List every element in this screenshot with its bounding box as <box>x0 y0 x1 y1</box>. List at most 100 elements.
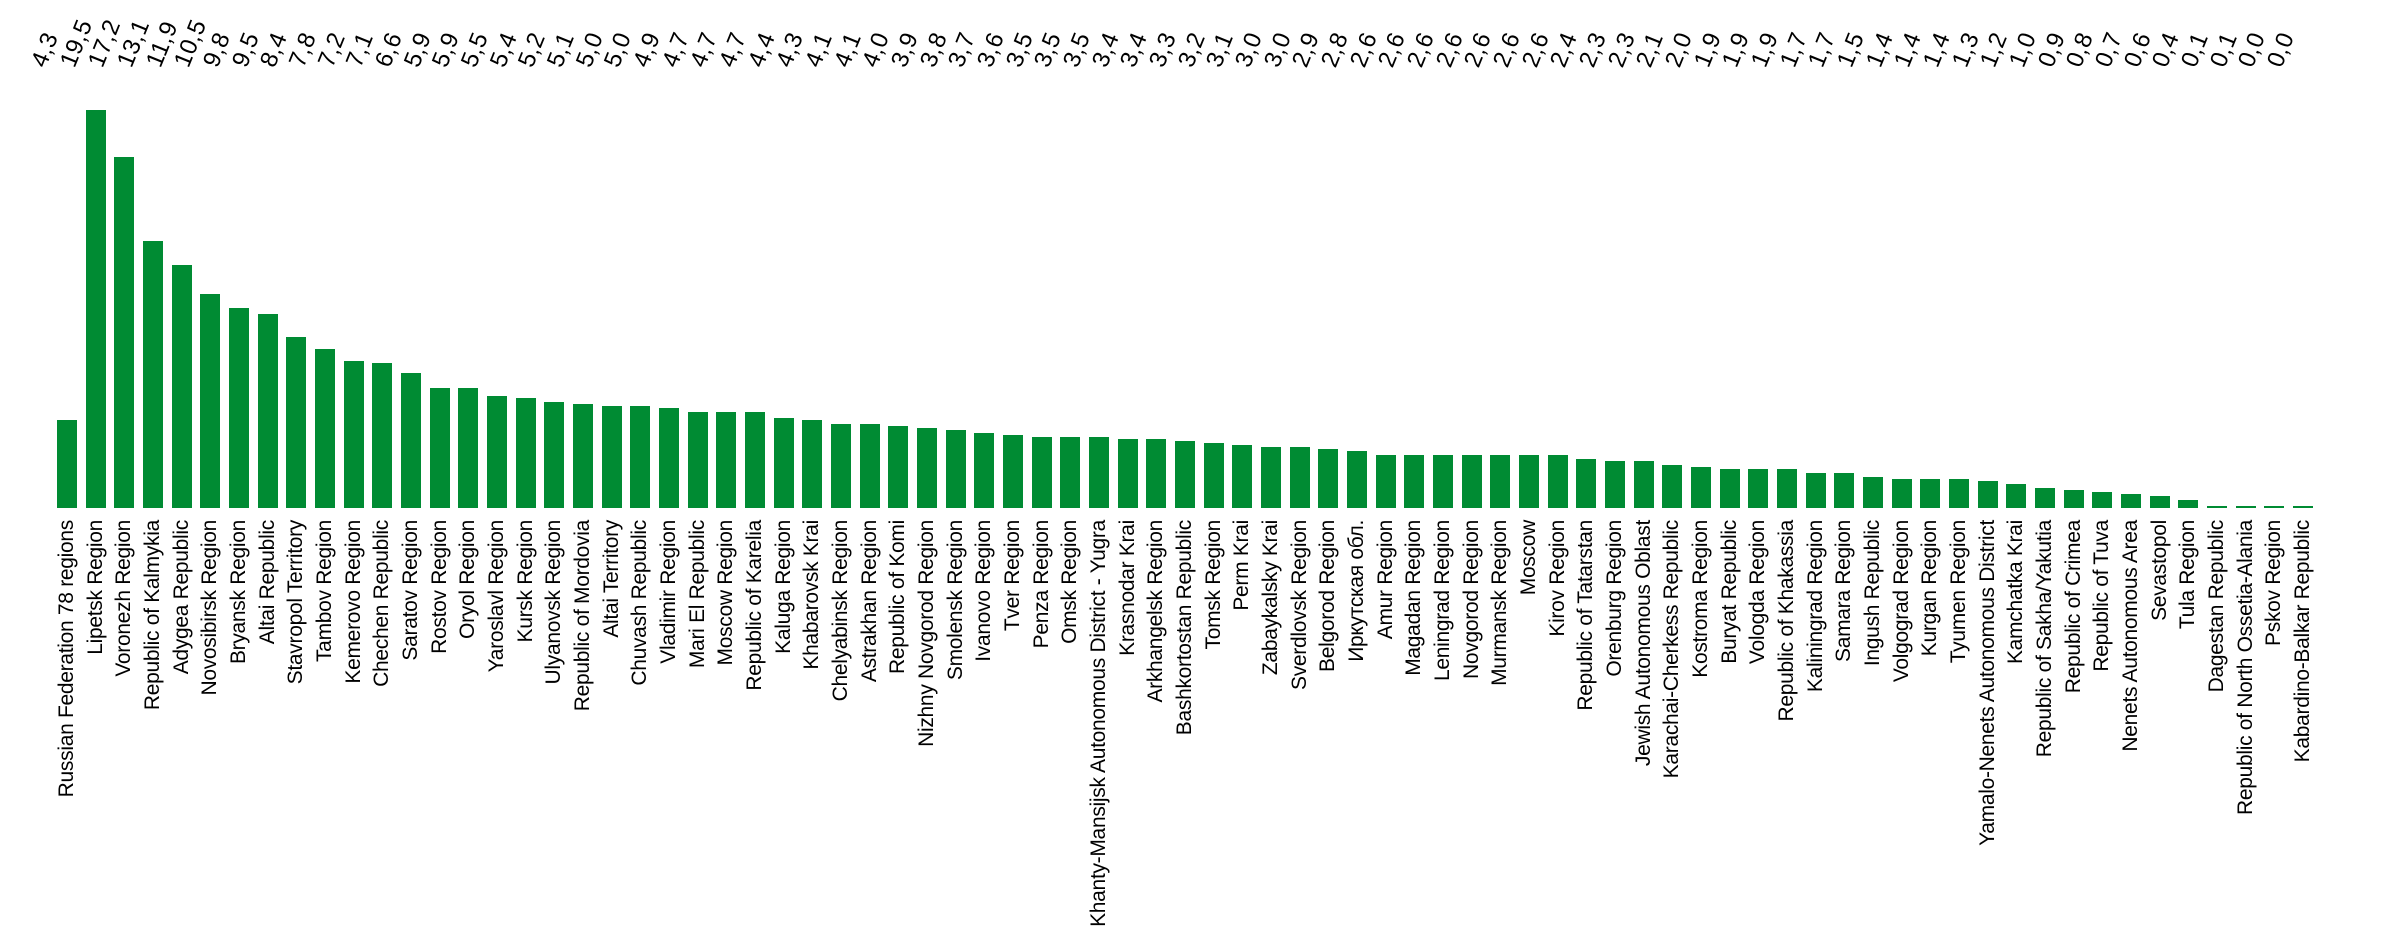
category-label: Republic of Tuva <box>2090 520 2114 672</box>
category-label: Bryansk Region <box>227 520 250 665</box>
bar <box>1633 461 1654 508</box>
bar <box>1175 441 1195 508</box>
value-label: 0,0 <box>2261 28 2301 71</box>
category-label: Orenburg Region <box>1603 520 1627 677</box>
category-label: Republic of Khakassia <box>1775 520 1799 722</box>
bar <box>1662 465 1683 508</box>
category-label: Иркутская обл. <box>1345 520 1368 662</box>
bar <box>315 349 335 508</box>
category-label: Republic of Crimea <box>2061 520 2085 694</box>
bar <box>601 406 622 508</box>
bar <box>1203 443 1224 508</box>
bar <box>1146 439 1167 508</box>
category-label: Smolensk Region <box>943 520 967 681</box>
bar <box>1691 467 1712 508</box>
bar <box>1375 455 1396 508</box>
bar <box>1834 473 1855 508</box>
bar <box>888 426 909 508</box>
category-label: Chechen Republic <box>370 520 394 687</box>
bar <box>2063 490 2084 508</box>
bar <box>1949 479 1970 508</box>
category-label: Volgograd Region <box>1889 520 1913 683</box>
bar <box>1060 437 1081 508</box>
bar <box>2178 500 2199 508</box>
category-label: Astrakhan Region <box>857 520 881 683</box>
category-label: Nenets Autonomous Area <box>2119 520 2143 752</box>
category-label: Vologda Region <box>1746 520 1770 665</box>
bar <box>1977 481 1998 508</box>
bar <box>630 406 651 508</box>
bar <box>2006 484 2027 508</box>
category-label: Kurgan Region <box>1918 520 1942 657</box>
bar <box>1318 449 1339 508</box>
bar <box>1261 447 1281 508</box>
category-label: Tula Region <box>2176 520 2200 630</box>
bar <box>1719 469 1740 508</box>
category-label: Republic of Tatarstan <box>1574 520 1598 711</box>
category-label: Tver Region <box>1001 520 1024 632</box>
bar <box>917 428 937 508</box>
bar <box>171 265 192 508</box>
bar <box>1920 479 1941 508</box>
bar <box>1490 455 1511 508</box>
bar <box>1003 435 1023 508</box>
bar <box>57 420 77 508</box>
bar <box>343 361 364 508</box>
bar <box>573 404 593 508</box>
bar <box>114 157 135 508</box>
bar <box>2149 496 2170 508</box>
bar <box>659 408 679 508</box>
category-label: Karachai-Cherkess Republic <box>1660 520 1684 779</box>
category-label: Amur Region <box>1373 520 1397 640</box>
bar <box>831 424 851 508</box>
bar <box>257 314 278 508</box>
category-label: Arkhangelsk Region <box>1144 520 1168 703</box>
bar <box>1576 459 1597 508</box>
bar <box>544 402 565 508</box>
category-label: Tyumen Region <box>1947 520 1971 664</box>
bar <box>515 398 536 508</box>
bar <box>487 396 507 508</box>
category-label: Ingush Republic <box>1861 520 1885 667</box>
bar <box>1519 455 1540 508</box>
category-label: Kemerovo Region <box>341 520 365 684</box>
category-label: Moscow <box>1517 520 1541 596</box>
category-label: Chuvash Republic <box>628 520 652 686</box>
category-label: Buryat Republic <box>1717 520 1741 664</box>
bar <box>2035 488 2056 508</box>
category-label: Republic of Karelia <box>743 520 766 691</box>
bar <box>2121 494 2142 508</box>
bar <box>974 433 995 508</box>
bar <box>1089 437 1109 508</box>
category-label: Adygea Republic <box>169 520 193 675</box>
category-label: Mari El Republic <box>685 520 709 669</box>
category-label: Zabaykalsky Krai <box>1259 520 1282 676</box>
category-label: Nizhny Novgorod Region <box>915 520 938 747</box>
category-label: Lipetsk Region <box>83 520 107 655</box>
bar <box>687 412 708 508</box>
bar <box>1748 469 1769 508</box>
category-label: Chelyabinsk Region <box>829 520 852 702</box>
bar <box>716 412 737 508</box>
category-label: Republic of Sakha/Yakutia <box>2033 520 2057 758</box>
category-label: Bashkortostan Republic <box>1173 520 1196 736</box>
category-label: Omsk Region <box>1058 520 1082 644</box>
category-label: Kostroma Region <box>1689 520 1713 678</box>
category-label: Ulyanovsk Region <box>542 520 566 685</box>
category-label: Oryol Region <box>456 520 480 639</box>
category-label: Pskov Region <box>2262 520 2286 646</box>
category-label: Novgorod Region <box>1459 520 1483 679</box>
bar <box>1289 447 1310 508</box>
category-label: Republic of Mordovia <box>571 520 594 712</box>
category-label: Belgorod Region <box>1316 520 1340 672</box>
bar <box>200 294 221 508</box>
category-label: Stavropol Territory <box>284 520 308 685</box>
category-label: Krasnodar Krai <box>1115 520 1139 656</box>
bar <box>1805 473 1826 508</box>
category-label: Vladimir Region <box>657 520 680 664</box>
category-label: Khanty-Mansijsk Autonomous District - Yu… <box>1087 520 1110 927</box>
bar <box>401 373 421 508</box>
category-label: Saratov Region <box>399 520 422 661</box>
bar <box>859 424 880 508</box>
